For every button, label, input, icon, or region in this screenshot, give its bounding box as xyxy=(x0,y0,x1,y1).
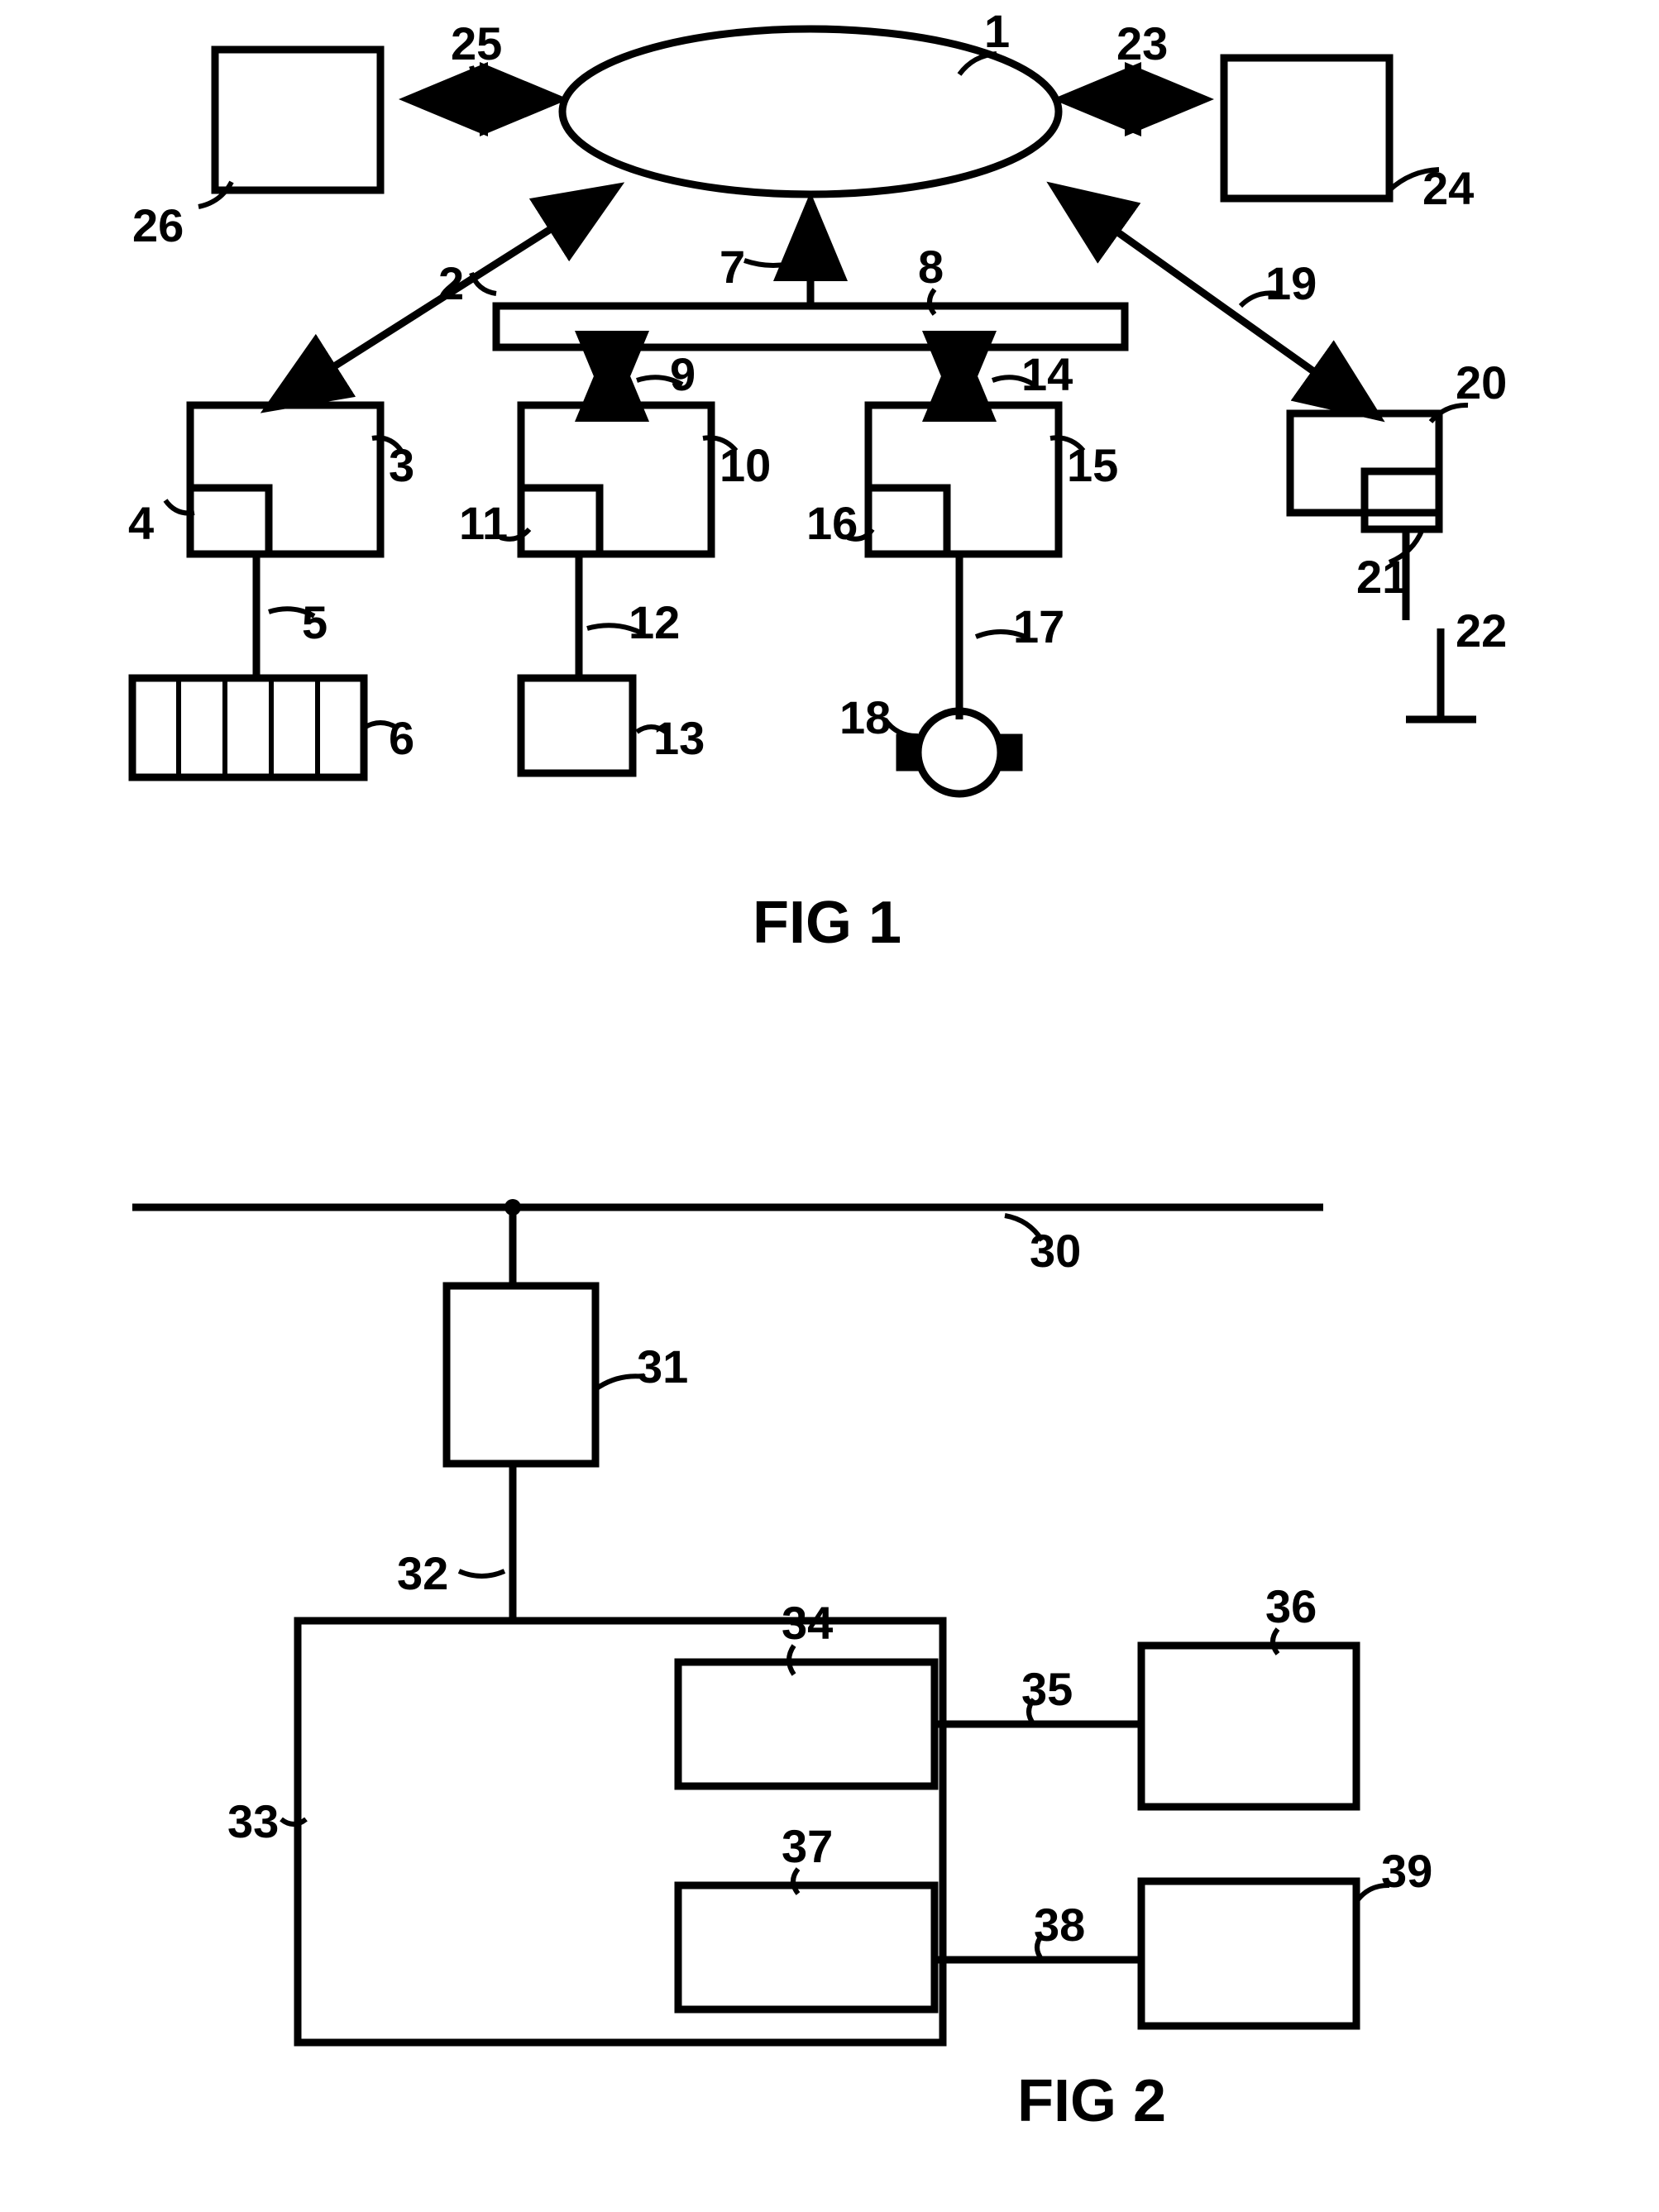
label-36: 36 xyxy=(1265,1579,1317,1633)
label-39: 39 xyxy=(1381,1844,1432,1898)
label-14: 14 xyxy=(1021,347,1073,401)
label-12: 12 xyxy=(629,595,680,649)
label-31: 31 xyxy=(637,1340,688,1393)
label-4: 4 xyxy=(128,496,154,550)
label-10: 10 xyxy=(720,438,771,492)
label-8: 8 xyxy=(918,240,944,294)
label-26: 26 xyxy=(132,198,184,252)
label-25: 25 xyxy=(451,17,502,70)
label-33: 33 xyxy=(227,1794,279,1848)
label-34: 34 xyxy=(782,1596,833,1650)
label-23: 23 xyxy=(1116,17,1168,70)
label-22: 22 xyxy=(1456,604,1507,657)
label-1: 1 xyxy=(984,4,1010,58)
label-FIG 2: FIG 2 xyxy=(1017,2067,1166,2135)
label-9: 9 xyxy=(670,347,696,401)
label-13: 13 xyxy=(653,711,705,765)
label-16: 16 xyxy=(806,496,858,550)
label-6: 6 xyxy=(389,711,414,765)
label-2: 2 xyxy=(438,256,464,310)
label-15: 15 xyxy=(1067,438,1118,492)
label-11: 11 xyxy=(459,496,508,550)
label-32: 32 xyxy=(397,1546,448,1600)
label-35: 35 xyxy=(1021,1662,1073,1716)
label-21: 21 xyxy=(1356,550,1408,604)
label-19: 19 xyxy=(1265,256,1317,310)
label-7: 7 xyxy=(720,240,745,294)
label-5: 5 xyxy=(302,595,327,649)
label-18: 18 xyxy=(839,690,891,744)
fig1-diagram xyxy=(132,29,1476,794)
label-17: 17 xyxy=(1013,600,1064,653)
label-37: 37 xyxy=(782,1819,833,1873)
label-20: 20 xyxy=(1456,356,1507,409)
label-24: 24 xyxy=(1422,161,1474,215)
fig2-diagram xyxy=(132,1199,1389,2042)
label-30: 30 xyxy=(1030,1224,1081,1278)
label-FIG 1: FIG 1 xyxy=(753,889,901,957)
label-3: 3 xyxy=(389,438,414,492)
label-38: 38 xyxy=(1034,1898,1085,1952)
